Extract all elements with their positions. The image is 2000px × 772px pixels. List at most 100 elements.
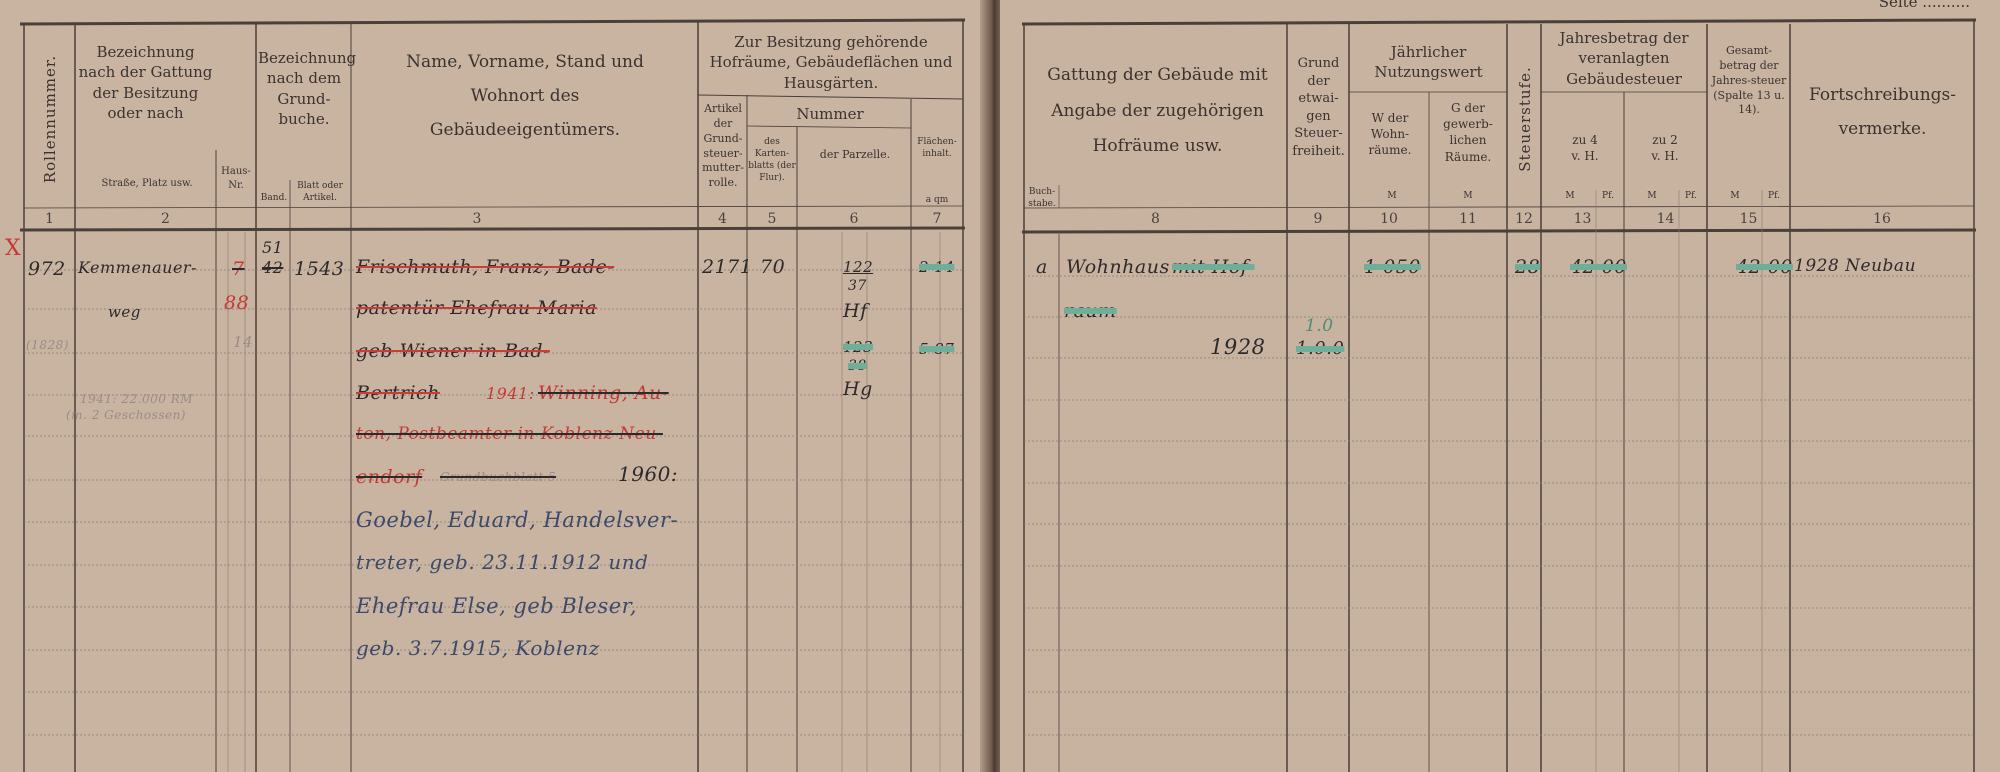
currency-mark-15: M xyxy=(1730,191,1740,201)
steuerstufe-value: 28 xyxy=(1515,256,1541,278)
header-2-prozent: zu 2 v. H. xyxy=(1651,133,1679,164)
header-hausnr: Haus-Nr. xyxy=(221,166,251,191)
house-number-faint: 14 xyxy=(233,333,254,351)
house-number-new: 88 xyxy=(224,292,250,314)
wohn-value: 1 050 xyxy=(1364,256,1421,278)
header-bezeichnung-gattung: Bezeichnung nach der Gattung der Besitzu… xyxy=(78,43,213,122)
column-number-12: 12 xyxy=(1515,211,1533,227)
header-gewerbliche-raeume: G der gewerb-lichen Räume. xyxy=(1443,101,1493,164)
column-number-11: 11 xyxy=(1459,211,1477,227)
tax-total-value: 42 00 xyxy=(1736,256,1793,278)
header-kartenblatt: des Karten-blatts (der Flur). xyxy=(748,137,796,184)
left-table-grid xyxy=(19,18,966,772)
pf-mark-14: Pf. xyxy=(1685,191,1697,201)
header-strasse: Straße, Platz usw. xyxy=(101,178,193,189)
parcel-2-type: Hg xyxy=(843,378,873,400)
header-grundbuch: Bezeichnung nach dem Grund-buche. xyxy=(258,49,357,128)
owner-line-3: geb Wiener in Bad- xyxy=(356,340,550,362)
header-nutzungswert: Jährlicher Nutzungswert xyxy=(1374,43,1483,82)
building-letter: a xyxy=(1036,256,1048,278)
band-new: 51 xyxy=(262,238,284,257)
header-steuerstufe: Steuerstufe. xyxy=(1516,66,1534,172)
header-fortschreibungsvermerke: Fortschreibungs-vermerke. xyxy=(1808,85,1956,139)
header-band: Band. xyxy=(260,193,288,203)
pf-mark-13: Pf. xyxy=(1602,191,1614,201)
artikel-number: 2171 xyxy=(702,256,753,278)
owner-line-7: endorf xyxy=(356,466,423,488)
header-4-prozent: zu 4 v. H. xyxy=(1571,133,1599,164)
parcel-1-number: 122 xyxy=(843,258,874,276)
column-number-13: 13 xyxy=(1573,211,1592,227)
column-number-14: 14 xyxy=(1656,211,1675,227)
building-courtyard-1: mit Hof- xyxy=(1172,256,1255,278)
column-number-7: 7 xyxy=(932,211,942,227)
floors-note-faint: (m. 2 Geschossen) xyxy=(66,408,186,422)
column-number-16: 16 xyxy=(1873,211,1891,227)
red-x-mark: X xyxy=(5,236,22,261)
parcel-2-area: 5 87 xyxy=(919,340,955,358)
owner-year-1960: 1960: xyxy=(618,462,679,486)
currency-mark-13: M xyxy=(1565,191,1575,201)
header-artikel: Artikel der Grund-steuer-mutter-rolle. xyxy=(702,102,744,190)
street-line-2: weg xyxy=(108,303,141,321)
parcel-1-type: Hf xyxy=(843,300,868,322)
column-number-9: 9 xyxy=(1313,211,1323,227)
header-flaecheninhalt: Flächen-inhalt. xyxy=(917,137,957,160)
column-number-3: 3 xyxy=(472,211,482,227)
value-note-faint: 1941: 22.000 RM xyxy=(80,392,194,406)
column-number-4: 4 xyxy=(718,211,727,227)
header-nummer: Nummer xyxy=(796,105,864,123)
owner-line-9: treter, geb. 23.11.1912 und xyxy=(356,550,649,574)
street-line-1: Kemmenauer- xyxy=(78,258,197,277)
owner-line-10: Ehefrau Else, geb Bleser, xyxy=(356,594,638,618)
header-jahresbetrag: Jahresbetrag der veranlagten Gebäudesteu… xyxy=(1559,29,1689,88)
header-buchstabe: Buch-stabe. xyxy=(1028,187,1056,210)
header-blatt: Blatt oder Artikel. xyxy=(297,181,343,204)
owner-line-6: ton, Postbeamter in Koblenz-Neu- xyxy=(356,424,663,444)
header-parzelle: der Parzelle. xyxy=(819,148,891,161)
owner-line-4: Bertrich xyxy=(356,382,440,404)
year-faint: (1828) xyxy=(26,338,69,352)
parcel-2-number: 123 xyxy=(843,338,874,356)
currency-mark-14: M xyxy=(1647,191,1657,201)
header-steuerfreiheit: Grund der etwai-gen Steuer-freiheit. xyxy=(1292,56,1345,159)
building-year: 1928 xyxy=(1210,335,1266,359)
currency-mark-10: M xyxy=(1387,191,1397,201)
owner-line-2: patentür Ehefrau Maria xyxy=(356,297,597,319)
column-number-6: 6 xyxy=(849,211,859,227)
column-number-10: 10 xyxy=(1380,211,1398,227)
band-old: 42 xyxy=(262,258,284,277)
owner-year-1941: 1941: xyxy=(486,384,535,403)
building-courtyard-2: raum xyxy=(1064,300,1117,322)
currency-mark-11: M xyxy=(1463,191,1473,201)
house-number-old: 7 xyxy=(232,258,245,280)
header-eigentuemer: Name, Vorname, Stand und Wohnort des Geb… xyxy=(406,52,644,140)
right-page: Seite .......... Gattung der Gebäude mit… xyxy=(1000,0,2000,772)
column-number-5: 5 xyxy=(767,211,777,227)
header-gattung-gebaeude: Gattung der Gebäude mit Angabe der zugeh… xyxy=(1047,65,1268,157)
exemption-old: 1.0.0 xyxy=(1296,338,1345,359)
pf-mark-15: Pf. xyxy=(1768,191,1780,201)
column-number-15: 15 xyxy=(1739,211,1758,227)
update-remark: 1928 Neubau xyxy=(1794,256,1917,276)
tax-4pct-value: 42 00 xyxy=(1570,256,1627,278)
blatt-number: 1543 xyxy=(294,258,345,280)
owner-line-5: Winning, Au- xyxy=(538,382,669,404)
page-number-label: Seite .......... xyxy=(1878,0,1970,11)
building-type: Wohnhaus xyxy=(1066,256,1170,278)
right-table-grid xyxy=(1021,18,1977,772)
parcel-1-sub: 37 xyxy=(848,278,867,294)
header-hofraeume-group: Zur Besitzung gehörende Hofräume, Gebäud… xyxy=(709,33,953,92)
kartenblatt-number: 70 xyxy=(760,256,786,278)
column-number-2: 2 xyxy=(161,211,170,227)
header-wohnraeume: W der Wohn-räume. xyxy=(1368,111,1412,158)
exemption-new: 1.0 xyxy=(1305,316,1334,336)
roll-number: 972 xyxy=(28,258,66,280)
owner-grundbuch-faint: Grundbuchblatt 5 xyxy=(440,470,557,484)
header-flaeche-units: a qm xyxy=(925,195,949,205)
column-number-8: 8 xyxy=(1151,211,1160,227)
column-number-1: 1 xyxy=(45,211,54,227)
header-rollennummer: Rollennummer. xyxy=(41,54,59,184)
parcel-1-area: 2 14 xyxy=(919,258,955,276)
owner-line-11: geb. 3.7.1915, Koblenz xyxy=(356,636,600,660)
